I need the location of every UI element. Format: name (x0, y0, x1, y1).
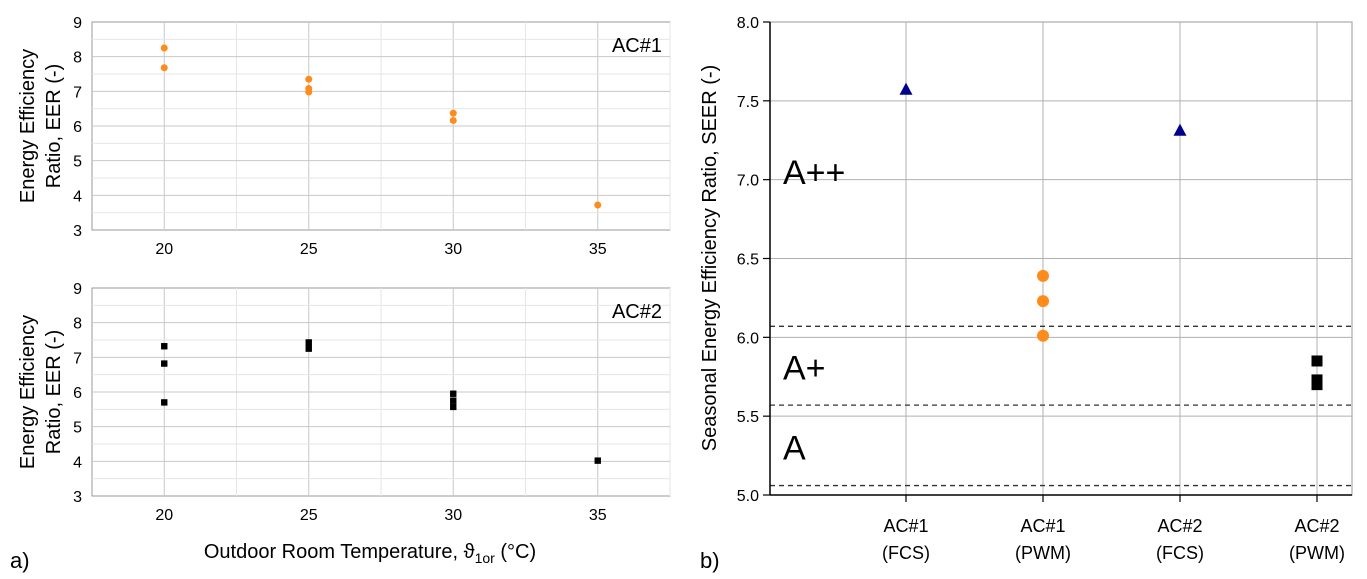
x-tick-label: 30 (444, 241, 462, 258)
x-tick-label: 20 (155, 507, 173, 524)
panel-a-labels: a) Outdoor Room Temperature, ϑ1or (°C) (10, 541, 536, 573)
ac1-eer-plot: 3 4 5 6 7 8 9 20 25 30 35 AC#1 Energy Efficiency R… (17, 15, 671, 258)
data-point (899, 82, 913, 95)
y-tick-label: 7.5 (737, 94, 759, 111)
x-tick-label: (PWM) (1015, 543, 1071, 563)
plot-grid (92, 22, 671, 230)
data-point (160, 44, 168, 52)
plot-points (160, 44, 602, 209)
left-x-axis-label-unit: (°C) (495, 541, 536, 563)
left-x-axis-label-main: Outdoor Room Temperature, ϑ (204, 541, 475, 563)
x-tick-label: AC#1 (1020, 516, 1065, 536)
data-point (160, 64, 168, 72)
data-point (305, 75, 313, 83)
plot-grid (770, 22, 1352, 495)
y-tick-label: 3 (73, 223, 82, 240)
y-tick-label: 4 (73, 188, 82, 205)
y-tick-label: 5.5 (737, 409, 759, 426)
data-point (449, 109, 457, 117)
y-tick-label: 6 (73, 385, 82, 402)
plot-points (899, 82, 1323, 391)
ac2-y-axis-label: Energy Efficiency Ratio, EER (-) (17, 315, 65, 469)
data-point (1037, 269, 1049, 282)
left-x-axis-label: Outdoor Room Temperature, ϑ1or (°C) (204, 541, 536, 566)
data-point (161, 399, 168, 406)
y-tick-label: 6.5 (737, 252, 759, 269)
y-label-line-1: Energy Efficiency (17, 315, 39, 469)
y-tick-label: 8.0 (737, 15, 759, 32)
x-tick-label: (FCS) (1156, 543, 1204, 563)
x-tick-label: 30 (444, 507, 462, 524)
data-point (1037, 329, 1049, 342)
x-tick-label: (PWM) (1289, 543, 1345, 563)
x-tick-label: 20 (155, 241, 173, 258)
data-point (594, 457, 601, 464)
ac2-annotation: AC#2 (612, 301, 662, 323)
y-label-line-1: Energy Efficiency (17, 49, 39, 203)
data-point (450, 397, 457, 404)
x-tick-label: AC#2 (1157, 516, 1202, 536)
data-point (161, 360, 168, 367)
data-point (1311, 355, 1323, 367)
data-point (1311, 379, 1323, 391)
plot-ticks: 3 4 5 6 7 8 9 20 25 30 35 (73, 281, 607, 524)
data-point (1173, 123, 1187, 136)
data-point (305, 88, 313, 96)
data-point (594, 201, 602, 209)
y-tick-label: 9 (73, 15, 82, 32)
seer-y-axis-label: Seasonal Energy Efficiency Ratio, SEER (… (699, 65, 721, 451)
ac1-y-axis-label: Energy Efficiency Ratio, EER (-) (17, 49, 65, 203)
x-tick-label: 25 (300, 241, 318, 258)
y-tick-label: 3 (73, 489, 82, 506)
y-tick-label: 5.0 (737, 488, 759, 505)
y-tick-label: 8 (73, 50, 82, 67)
x-tick-label: AC#1 (883, 516, 928, 536)
data-point (1037, 295, 1049, 308)
y-tick-label: 4 (73, 454, 82, 471)
class-labels: A++ A+ A (783, 154, 845, 468)
y-tick-label: 7.0 (737, 173, 759, 190)
x-tick-label: AC#2 (1294, 516, 1339, 536)
y-tick-label: 8 (73, 316, 82, 333)
x-tick-label: 35 (589, 241, 607, 258)
plot-grid (92, 288, 671, 496)
y-tick-label: 7 (73, 84, 82, 101)
y-tick-label: 5 (73, 420, 82, 437)
energy-class-label: A++ (783, 154, 845, 192)
data-point (449, 116, 457, 124)
data-point (305, 345, 312, 352)
seer-plot: A++ A+ A 5.0 5.5 6.0 6.5 7.0 7.5 8.0 AC#1 (FCS) AC#… (699, 15, 1353, 573)
panel-a-tag: a) (10, 548, 30, 573)
y-tick-label: 6 (73, 119, 82, 136)
y-tick-label: 5 (73, 154, 82, 171)
x-tick-label: 25 (300, 507, 318, 524)
panel-b-tag: b) (700, 548, 720, 573)
data-point (305, 339, 312, 346)
plot-ticks: 5.0 5.5 6.0 6.5 7.0 7.5 8.0 AC#1 (FCS) AC#1 (PWM) A… (737, 15, 1345, 563)
y-tick-label: 9 (73, 281, 82, 298)
energy-class-label: A (783, 430, 806, 468)
ac1-annotation: AC#1 (612, 35, 662, 57)
x-tick-label: (FCS) (882, 543, 930, 563)
ac2-eer-plot: 3 4 5 6 7 8 9 20 25 30 35 AC#2 Energy Efficiency R… (17, 281, 671, 524)
energy-class-label: A+ (783, 349, 826, 387)
y-tick-label: 7 (73, 350, 82, 367)
y-tick-label: 6.0 (737, 330, 759, 347)
data-point (161, 343, 168, 350)
y-label-line-2: Ratio, EER (-) (43, 330, 65, 454)
data-point (450, 390, 457, 397)
data-point (450, 403, 457, 411)
plot-points (161, 339, 601, 464)
x-tick-label: 35 (589, 507, 607, 524)
class-thresholds (770, 325, 1352, 487)
left-x-axis-label-sub: 1or (475, 550, 496, 566)
plot-ticks: 3 4 5 6 7 8 9 20 25 30 35 (73, 15, 607, 258)
y-label-line-2: Ratio, EER (-) (43, 64, 65, 188)
